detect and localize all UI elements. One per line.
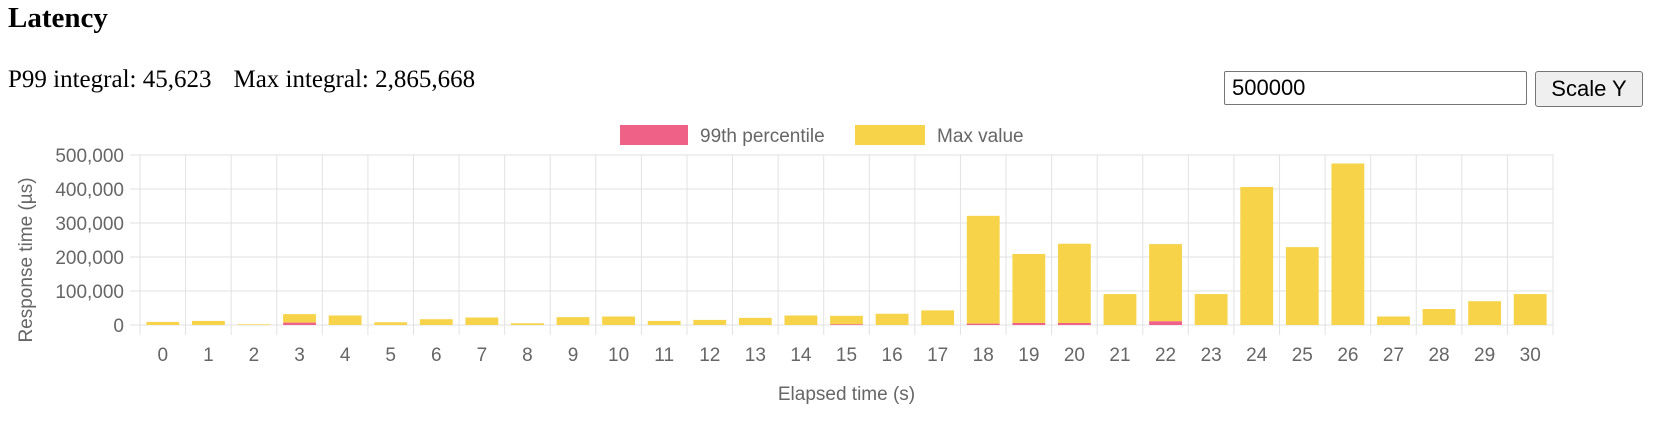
x-tick-label: 26 [1337,345,1358,366]
y-tick-label: 300,000 [55,214,124,235]
y-axis-title: Response time (µs) [16,177,37,342]
x-tick-label: 20 [1064,345,1085,366]
y-tick-label: 400,000 [55,180,124,201]
bar-99th-percentile[interactable] [283,322,316,325]
bar-max-value[interactable] [1012,253,1046,323]
bar-max-value[interactable] [146,321,180,325]
x-tick-label: 25 [1292,345,1313,366]
y-tick-label: 200,000 [55,248,124,269]
x-tick-label: 18 [973,345,994,366]
bar-max-value[interactable] [602,316,636,326]
latency-chart: 99th percentile Max value 0 100,000 200,00… [16,125,1554,405]
bar-max-value[interactable] [419,319,453,325]
scale-y-button[interactable]: Scale Y [1535,71,1643,107]
bar-max-value[interactable] [1149,244,1182,322]
bar-99th-percentile[interactable] [966,323,1000,325]
bar-max-value[interactable] [693,319,727,325]
x-tick-label: 1 [203,345,214,366]
bar-max-value[interactable] [237,324,271,325]
legend-label-99th-percentile[interactable]: 99th percentile [700,126,825,147]
bar-max-value[interactable] [191,320,225,325]
bar-max-value[interactable] [1422,309,1456,325]
bar-max-value[interactable] [875,313,909,325]
x-axis-title: Elapsed time (s) [778,384,915,405]
x-tick-label: 22 [1155,345,1176,366]
x-tick-label: 27 [1383,345,1404,366]
x-tick-label: 28 [1428,345,1449,366]
x-tick-label: 13 [745,345,766,366]
bar-max-value[interactable] [1194,294,1228,325]
chart-grid [130,154,1554,335]
bar-max-value[interactable] [511,323,544,325]
bar-max-value[interactable] [1513,294,1547,325]
legend-swatch-99th-percentile[interactable] [620,125,688,145]
x-tick-label: 6 [431,345,442,366]
x-tick-label: 16 [882,345,903,366]
x-tick-label: 0 [158,345,169,366]
x-tick-label: 12 [699,345,720,366]
x-tick-label: 29 [1474,345,1495,366]
legend-swatch-max-value[interactable] [855,125,925,145]
chart-bars [146,163,1547,326]
chart-legend: 99th percentile Max value [620,125,1024,147]
bar-max-value[interactable] [1103,294,1137,325]
bar-max-value[interactable] [1057,243,1091,323]
p99-integral-label: P99 integral: [8,66,137,93]
scale-y-input[interactable] [1224,71,1527,105]
x-tick-label: 3 [294,345,305,366]
y-tick-label: 500,000 [55,146,124,167]
y-tick-label: 100,000 [55,282,124,303]
bar-99th-percentile[interactable] [1057,322,1091,325]
x-tick-label: 5 [385,345,396,366]
x-tick-label: 14 [790,345,812,366]
bar-max-value[interactable] [647,320,681,325]
bar-max-value[interactable] [1468,301,1502,325]
page-title: Latency [8,2,108,34]
bar-max-value[interactable] [1377,316,1410,326]
bar-max-value[interactable] [1331,163,1365,326]
bar-max-value[interactable] [465,317,499,325]
x-tick-label: 30 [1520,345,1541,366]
integral-stats: P99 integral: 45,623 Max integral: 2,865,… [8,66,475,94]
x-tick-label: 17 [927,345,948,366]
x-tick-label: 11 [654,345,674,366]
x-tick-label: 23 [1201,345,1222,366]
x-tick-label: 19 [1018,345,1039,366]
x-tick-label: 8 [522,345,533,366]
bar-99th-percentile[interactable] [1149,321,1182,325]
x-tick-label: 9 [568,345,579,366]
y-tick-label: 0 [113,316,124,337]
bar-max-value[interactable] [328,315,362,325]
x-tick-label: 4 [340,345,351,366]
max-integral-value: 2,865,668 [375,66,476,93]
bar-max-value[interactable] [556,317,590,325]
bar-max-value[interactable] [738,317,772,325]
p99-integral-value: 45,623 [142,66,212,93]
x-tick-label: 21 [1109,345,1130,366]
x-tick-label: 24 [1246,345,1268,366]
bar-99th-percentile[interactable] [1012,322,1046,325]
bar-max-value[interactable] [374,322,408,325]
x-tick-label: 7 [477,345,488,366]
x-tick-label: 2 [249,345,260,366]
x-tick-label: 10 [608,345,629,366]
bar-max-value[interactable] [283,314,316,323]
bar-max-value[interactable] [830,315,863,325]
x-tick-label: 15 [836,345,857,366]
max-integral-label: Max integral: [233,66,369,93]
bar-max-value[interactable] [1285,247,1319,325]
bar-max-value[interactable] [1240,186,1274,325]
legend-label-max-value[interactable]: Max value [937,126,1024,147]
bar-max-value[interactable] [784,315,818,325]
bar-max-value[interactable] [966,215,1000,324]
bar-max-value[interactable] [921,310,955,325]
bar-99th-percentile[interactable] [830,324,863,325]
